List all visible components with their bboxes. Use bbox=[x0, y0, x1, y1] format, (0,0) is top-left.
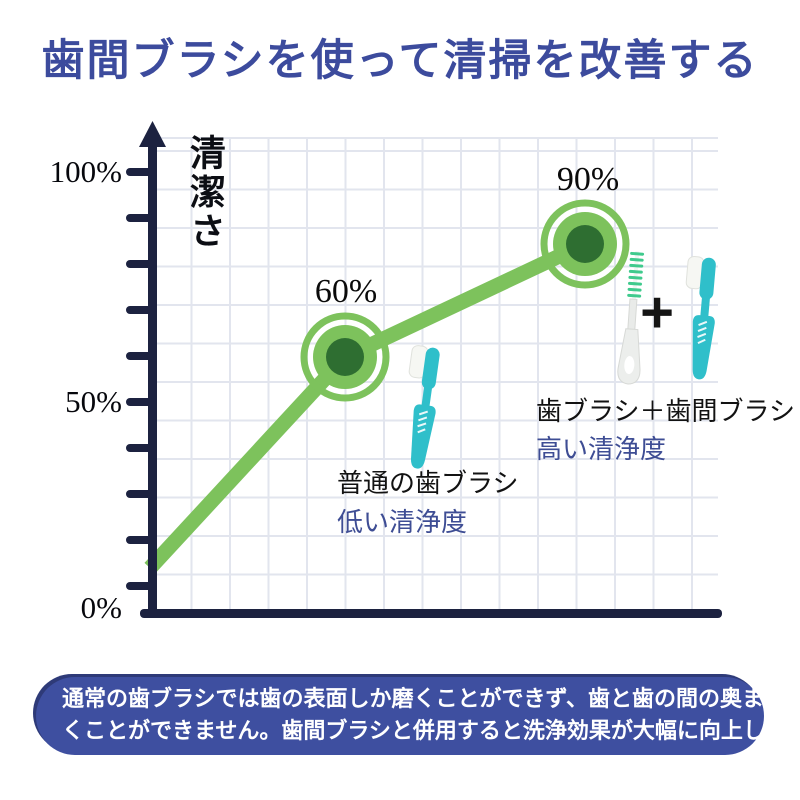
value-label-60: 60% bbox=[314, 273, 378, 310]
data-point-90 bbox=[540, 199, 630, 289]
label-regular-toothbrush: 普通の歯ブラシ bbox=[337, 469, 519, 498]
y-tick-label-50: 50% bbox=[65, 384, 122, 419]
footer-note: 通常の歯ブラシでは歯の表面しか磨くことができず、歯と歯の間の奥まで磨 くことがで… bbox=[36, 677, 800, 755]
data-point-60 bbox=[300, 312, 390, 402]
footer-line-1: 通常の歯ブラシでは歯の表面しか磨くことができず、歯と歯の間の奥まで磨 bbox=[62, 686, 800, 711]
y-axis bbox=[139, 121, 166, 618]
footer-line-2: くことができません。歯間ブラシと併用すると洗浄効果が大幅に向上します。 bbox=[62, 718, 800, 743]
interdental-brush-icon bbox=[617, 251, 645, 385]
y-tick-label-0: 0% bbox=[80, 590, 122, 625]
plus-icon: + bbox=[640, 280, 674, 345]
value-label-90: 90% bbox=[556, 161, 620, 198]
sublabel-high-cleanliness: 高い清浄度 bbox=[536, 435, 667, 464]
label-combo-brushes: 歯ブラシ＋歯間ブラシ bbox=[536, 397, 795, 426]
y-tick-label-100: 100% bbox=[49, 154, 122, 189]
page-title: 歯間ブラシを使って清掃を改善する bbox=[41, 37, 759, 85]
x-axis bbox=[140, 609, 722, 618]
tick-marks bbox=[126, 168, 154, 590]
axis-arrow-icon bbox=[139, 121, 166, 147]
toothbrush-icon bbox=[408, 345, 440, 469]
y-axis-label: 清潔さ bbox=[185, 134, 225, 251]
toothbrush-icon-2 bbox=[685, 255, 716, 380]
sublabel-low-cleanliness: 低い清浄度 bbox=[337, 508, 468, 537]
